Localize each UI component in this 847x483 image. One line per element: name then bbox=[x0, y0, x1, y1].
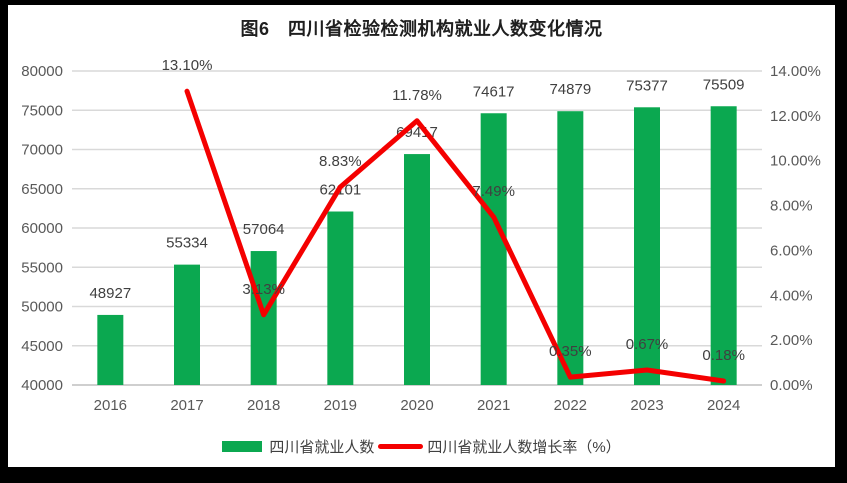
x-axis-tick-label: 2018 bbox=[247, 397, 280, 414]
x-axis-tick-label: 2021 bbox=[477, 397, 510, 414]
legend-item-employment: 四川省就业人数 bbox=[222, 436, 374, 457]
growth-rate-line bbox=[184, 88, 727, 384]
y-axis-left-tick-label: 65000 bbox=[21, 181, 63, 198]
chart-plot-area: 40000 45000 50000 55000 60000 65000 70000 75000… bbox=[21, 57, 821, 414]
employment-bar bbox=[710, 106, 737, 386]
y-axis-left-tick-label: 70000 bbox=[21, 142, 63, 159]
growth-rate-point-label: 7.49% bbox=[472, 183, 515, 200]
growth-rate-point-label: 8.83% bbox=[319, 153, 362, 170]
y-axis-left-tick-label: 75000 bbox=[21, 102, 63, 119]
x-axis-tick-label: 2024 bbox=[707, 397, 740, 414]
y-axis-left-tick-label: 60000 bbox=[21, 220, 63, 237]
employment-bar bbox=[634, 107, 660, 385]
bar-value-label: 48927 bbox=[89, 285, 131, 302]
y-axis-right-tick-label: 12.00% bbox=[770, 108, 821, 125]
employment-bar bbox=[327, 211, 354, 385]
y-axis-left-tick-label: 55000 bbox=[21, 259, 63, 276]
growth-rate-point-label: 13.10% bbox=[162, 57, 213, 74]
y-axis-right-tick-label: 6.00% bbox=[770, 242, 813, 259]
legend-item-growth-rate: 四川省就业人数增长率（%） bbox=[374, 436, 621, 457]
legend-label-employment: 四川省就业人数 bbox=[269, 438, 375, 456]
employment-bar bbox=[250, 251, 277, 385]
y-axis-left-tick-label: 80000 bbox=[21, 63, 63, 80]
y-axis-left-tick-label: 45000 bbox=[21, 338, 63, 355]
employment-bar bbox=[97, 314, 124, 385]
x-axis-tick-label: 2020 bbox=[400, 397, 433, 414]
y-axis-right-tick-label: 0.00% bbox=[770, 377, 813, 394]
bar-value-label: 74617 bbox=[473, 83, 515, 100]
y-axis-left-tick-label: 50000 bbox=[21, 299, 63, 316]
growth-rate-point-label: 0.35% bbox=[549, 343, 592, 360]
x-axis-tick-label: 2019 bbox=[324, 397, 357, 414]
y-axis-right-tick-label: 4.00% bbox=[770, 287, 813, 304]
bar-value-label: 57064 bbox=[243, 221, 285, 238]
x-axis-tick-label: 2017 bbox=[170, 397, 203, 414]
y-axis-right-tick-label: 2.00% bbox=[770, 332, 813, 349]
x-axis-tick-label: 2016 bbox=[94, 397, 127, 414]
employment-bar bbox=[480, 113, 507, 385]
employment-bar bbox=[404, 154, 430, 385]
line-series-swatch bbox=[378, 443, 424, 449]
chart-legend: 四川省就业人数 四川省就业人数增长率（%） bbox=[8, 435, 835, 457]
bar-value-label: 75509 bbox=[703, 76, 745, 93]
bar-value-label: 55334 bbox=[166, 235, 208, 252]
employment-bar bbox=[557, 111, 584, 385]
y-axis-right-tick-label: 10.00% bbox=[770, 153, 821, 170]
y-axis-right-tick-label: 8.00% bbox=[770, 198, 813, 215]
legend-label-growth-rate: 四川省就业人数增长率（%） bbox=[427, 438, 621, 456]
growth-rate-point-label: 0.67% bbox=[626, 336, 669, 353]
bar-value-label: 74879 bbox=[549, 81, 591, 98]
x-axis-tick-label: 2023 bbox=[630, 397, 663, 414]
growth-rate-point-label: 3.13% bbox=[242, 281, 285, 298]
employment-bar bbox=[174, 264, 200, 385]
growth-rate-point-label: 0.18% bbox=[702, 347, 745, 364]
bar-series-swatch bbox=[222, 440, 263, 452]
chart-title: 图6 四川省检验检测机构就业人数变化情况 bbox=[240, 19, 603, 39]
y-axis-right-tick-label: 14.00% bbox=[770, 63, 821, 80]
x-axis-tick-label: 2022 bbox=[554, 397, 587, 414]
y-axis-left-tick-label: 40000 bbox=[21, 377, 63, 394]
bar-value-label: 75377 bbox=[626, 77, 668, 94]
chart-canvas: 图6 四川省检验检测机构就业人数变化情况 40000 45000 50000 5500… bbox=[8, 5, 835, 467]
growth-rate-point-label: 11.78% bbox=[392, 87, 442, 104]
